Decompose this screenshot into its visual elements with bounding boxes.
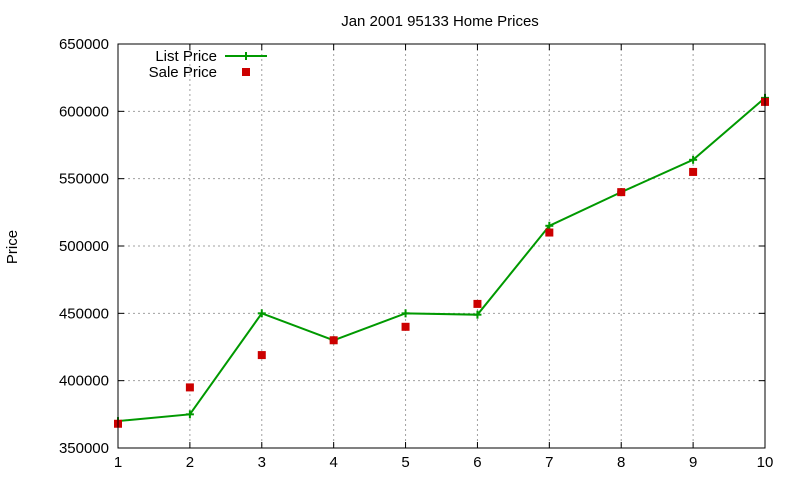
data-point-sale-price [689, 167, 698, 176]
data-point-list-price [689, 155, 698, 164]
x-tick-label: 2 [186, 454, 194, 471]
x-tick-label: 10 [757, 454, 774, 471]
legend-label: Sale Price [149, 64, 217, 81]
legend-swatch-plus [242, 52, 250, 60]
y-tick-label: 550000 [59, 171, 109, 188]
plot-frame [117, 43, 766, 449]
data-point-list-price [257, 309, 266, 318]
data-point-sale-price [545, 228, 554, 237]
x-tick-label: 6 [473, 454, 481, 471]
series-line-list-price [117, 97, 766, 423]
chart-title: Jan 2001 95133 Home Prices [341, 13, 539, 30]
data-point-sale-price [401, 322, 410, 331]
y-tick-label: 500000 [59, 238, 109, 255]
data-point-sale-price [257, 351, 266, 360]
x-tick-label: 4 [329, 454, 337, 471]
data-point-list-price [185, 410, 194, 419]
data-point-list-price [545, 221, 554, 230]
legend-label: List Price [155, 48, 217, 65]
y-tick-label: 450000 [59, 305, 109, 322]
y-tick-label: 350000 [59, 440, 109, 457]
data-point-sale-price [185, 383, 194, 392]
x-tick-label: 8 [617, 454, 625, 471]
y-tick-label: 600000 [59, 103, 109, 120]
data-point-sale-price [329, 336, 338, 345]
x-tick-label: 5 [401, 454, 409, 471]
ticks: 1 2 3 4 5 6 7 8 9 10 350000 400000 450000 500000 55000… [59, 36, 773, 471]
x-tick-label: 3 [258, 454, 266, 471]
data-point-list-price [401, 309, 410, 318]
series-layer [114, 93, 769, 428]
data-point-sale-price [473, 299, 482, 308]
x-tick-label: 1 [114, 454, 122, 471]
grid [118, 44, 765, 448]
x-tick-label: 7 [545, 454, 553, 471]
y-tick-label: 400000 [59, 373, 109, 390]
y-tick-label: 650000 [59, 36, 109, 53]
x-tick-label: 9 [689, 454, 697, 471]
y-axis-label: Price [4, 230, 21, 264]
legend-swatch-square [242, 68, 250, 76]
data-point-list-price [473, 310, 482, 319]
data-point-sale-price [617, 188, 626, 197]
